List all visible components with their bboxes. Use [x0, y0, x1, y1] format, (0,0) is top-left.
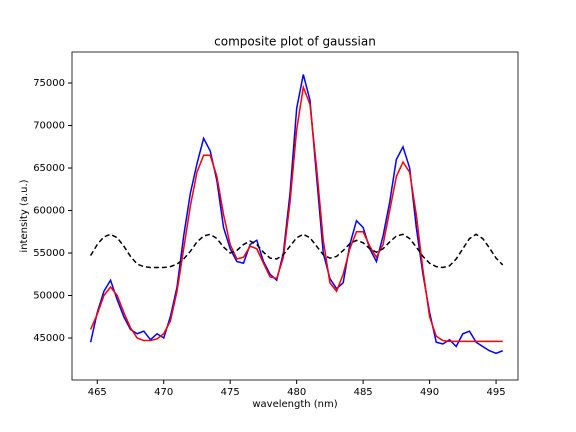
x-axis-label: wavelength (nm)	[252, 399, 337, 410]
x-tick-label: 465	[88, 387, 107, 398]
y-tick-label: 45000	[33, 333, 65, 344]
x-tick-label: 485	[354, 387, 373, 398]
y-tick-label: 50000	[33, 291, 65, 302]
y-tick-label: 70000	[33, 121, 65, 132]
series-line	[89, 74, 503, 355]
y-tick-label: 75000	[33, 78, 65, 89]
x-tick-label: 480	[287, 387, 306, 398]
series-line	[89, 84, 503, 343]
chart-title: composite plot of gaussian	[214, 35, 376, 49]
y-tick-label: 60000	[33, 206, 65, 217]
x-tick-label: 495	[487, 387, 506, 398]
y-axis-label: intensity (a.u.)	[19, 179, 30, 252]
x-tick-label: 490	[420, 387, 439, 398]
x-tick-label: 470	[154, 387, 173, 398]
y-tick-label: 65000	[33, 163, 65, 174]
series-line	[89, 233, 504, 269]
plot-frame	[71, 51, 519, 381]
y-tick-label: 55000	[33, 248, 65, 259]
x-tick-label: 475	[221, 387, 240, 398]
